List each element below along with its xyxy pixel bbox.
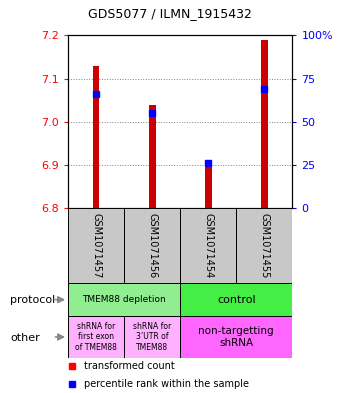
Text: transformed count: transformed count	[84, 362, 174, 371]
Bar	[68, 208, 124, 283]
Text: GDS5077 / ILMN_1915432: GDS5077 / ILMN_1915432	[88, 7, 252, 20]
Text: control: control	[217, 295, 256, 305]
Text: GSM1071457: GSM1071457	[91, 213, 101, 278]
Bar	[124, 208, 180, 283]
Text: shRNA for
3’UTR of
TMEM88: shRNA for 3’UTR of TMEM88	[133, 322, 171, 352]
Bar	[205, 167, 211, 208]
Bar	[180, 208, 236, 283]
Text: other: other	[10, 333, 40, 343]
Text: GSM1071455: GSM1071455	[259, 213, 269, 278]
Text: percentile rank within the sample: percentile rank within the sample	[84, 379, 249, 389]
Bar	[149, 105, 155, 208]
Text: TMEM88 depletion: TMEM88 depletion	[82, 295, 166, 304]
Bar	[68, 283, 180, 316]
Text: GSM1071454: GSM1071454	[203, 213, 213, 278]
Bar	[180, 316, 292, 358]
Bar	[93, 66, 99, 208]
Bar	[124, 316, 180, 358]
Bar	[68, 316, 124, 358]
Bar	[180, 283, 292, 316]
Bar	[236, 208, 292, 283]
Text: protocol: protocol	[10, 295, 55, 305]
Text: non-targetting
shRNA: non-targetting shRNA	[199, 326, 274, 348]
Bar	[261, 40, 268, 208]
Text: shRNA for
first exon
of TMEM88: shRNA for first exon of TMEM88	[75, 322, 117, 352]
Text: GSM1071456: GSM1071456	[147, 213, 157, 278]
